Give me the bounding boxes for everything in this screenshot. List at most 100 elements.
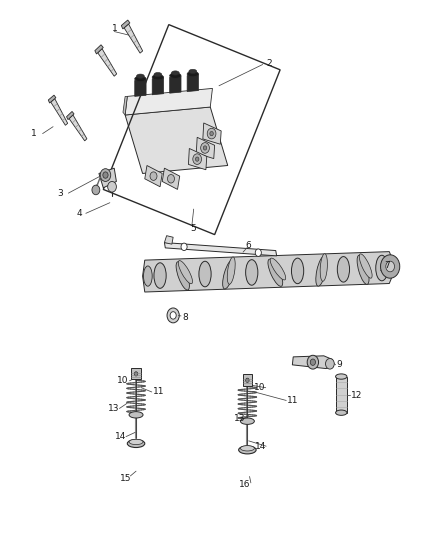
Circle shape xyxy=(310,359,315,366)
Polygon shape xyxy=(124,24,143,53)
Ellipse shape xyxy=(359,254,372,278)
Circle shape xyxy=(210,132,213,136)
Ellipse shape xyxy=(189,69,197,74)
Circle shape xyxy=(150,172,157,180)
Text: 5: 5 xyxy=(190,224,196,233)
Text: 1: 1 xyxy=(31,129,36,138)
Ellipse shape xyxy=(137,74,145,78)
Circle shape xyxy=(170,312,176,319)
Ellipse shape xyxy=(132,372,140,376)
Ellipse shape xyxy=(129,411,143,418)
Text: 13: 13 xyxy=(234,414,246,423)
Ellipse shape xyxy=(144,266,152,286)
Text: 10: 10 xyxy=(117,376,128,385)
Circle shape xyxy=(134,372,138,376)
Polygon shape xyxy=(152,78,163,95)
Ellipse shape xyxy=(240,418,254,424)
Circle shape xyxy=(207,128,216,139)
Polygon shape xyxy=(125,88,212,115)
Ellipse shape xyxy=(171,71,179,75)
Text: 1: 1 xyxy=(112,24,118,33)
Text: 9: 9 xyxy=(336,360,342,369)
Circle shape xyxy=(195,157,199,161)
Polygon shape xyxy=(145,165,162,187)
Ellipse shape xyxy=(336,374,347,379)
Ellipse shape xyxy=(223,260,235,289)
Ellipse shape xyxy=(135,76,146,82)
Circle shape xyxy=(167,174,174,183)
Ellipse shape xyxy=(178,261,192,284)
Polygon shape xyxy=(125,107,228,173)
Text: 14: 14 xyxy=(115,432,127,441)
Circle shape xyxy=(307,356,318,369)
Ellipse shape xyxy=(246,260,258,285)
Polygon shape xyxy=(170,76,181,93)
Polygon shape xyxy=(69,115,87,141)
Ellipse shape xyxy=(291,258,304,284)
Circle shape xyxy=(193,154,201,165)
Text: 4: 4 xyxy=(77,209,82,218)
Text: 11: 11 xyxy=(152,387,164,397)
Ellipse shape xyxy=(376,255,388,281)
Ellipse shape xyxy=(154,263,166,288)
Ellipse shape xyxy=(320,254,327,281)
Circle shape xyxy=(386,261,395,272)
Ellipse shape xyxy=(357,255,369,285)
Polygon shape xyxy=(48,95,56,103)
Ellipse shape xyxy=(129,439,143,445)
Text: 15: 15 xyxy=(120,474,131,482)
Ellipse shape xyxy=(170,73,181,78)
Ellipse shape xyxy=(270,258,286,280)
Text: 8: 8 xyxy=(182,312,187,321)
Polygon shape xyxy=(188,149,207,169)
Polygon shape xyxy=(336,376,347,413)
Circle shape xyxy=(325,359,334,369)
Ellipse shape xyxy=(154,72,162,77)
Text: 6: 6 xyxy=(246,241,251,250)
Polygon shape xyxy=(51,99,67,125)
Ellipse shape xyxy=(240,446,254,451)
Ellipse shape xyxy=(316,256,326,286)
Polygon shape xyxy=(135,79,146,96)
Circle shape xyxy=(246,378,249,382)
Polygon shape xyxy=(143,252,396,292)
Text: 7: 7 xyxy=(384,261,390,270)
Ellipse shape xyxy=(227,257,235,284)
Circle shape xyxy=(92,185,100,195)
Polygon shape xyxy=(98,49,117,76)
Circle shape xyxy=(203,146,207,150)
Text: 14: 14 xyxy=(255,442,266,451)
Ellipse shape xyxy=(152,75,163,80)
Circle shape xyxy=(255,249,261,256)
Circle shape xyxy=(108,181,117,192)
Text: 2: 2 xyxy=(266,59,272,68)
Polygon shape xyxy=(187,75,198,92)
Text: 13: 13 xyxy=(108,404,119,413)
Polygon shape xyxy=(99,168,117,188)
Ellipse shape xyxy=(336,410,347,415)
Ellipse shape xyxy=(239,446,256,454)
Text: 11: 11 xyxy=(287,396,298,405)
Polygon shape xyxy=(67,111,74,119)
Ellipse shape xyxy=(337,256,350,282)
Polygon shape xyxy=(131,368,141,379)
Polygon shape xyxy=(164,236,173,244)
Polygon shape xyxy=(121,20,130,29)
Text: 12: 12 xyxy=(351,391,362,400)
Circle shape xyxy=(381,255,400,278)
Text: 10: 10 xyxy=(254,383,265,392)
Ellipse shape xyxy=(244,378,251,382)
Polygon shape xyxy=(203,123,221,144)
Polygon shape xyxy=(292,356,333,368)
Circle shape xyxy=(103,172,108,178)
Ellipse shape xyxy=(176,262,189,290)
Text: 16: 16 xyxy=(240,480,251,489)
Text: 3: 3 xyxy=(58,189,64,198)
Circle shape xyxy=(201,143,209,154)
Polygon shape xyxy=(164,243,277,256)
Circle shape xyxy=(100,168,111,181)
Ellipse shape xyxy=(127,440,145,448)
Polygon shape xyxy=(123,96,127,115)
Ellipse shape xyxy=(187,71,198,77)
Polygon shape xyxy=(196,138,215,159)
